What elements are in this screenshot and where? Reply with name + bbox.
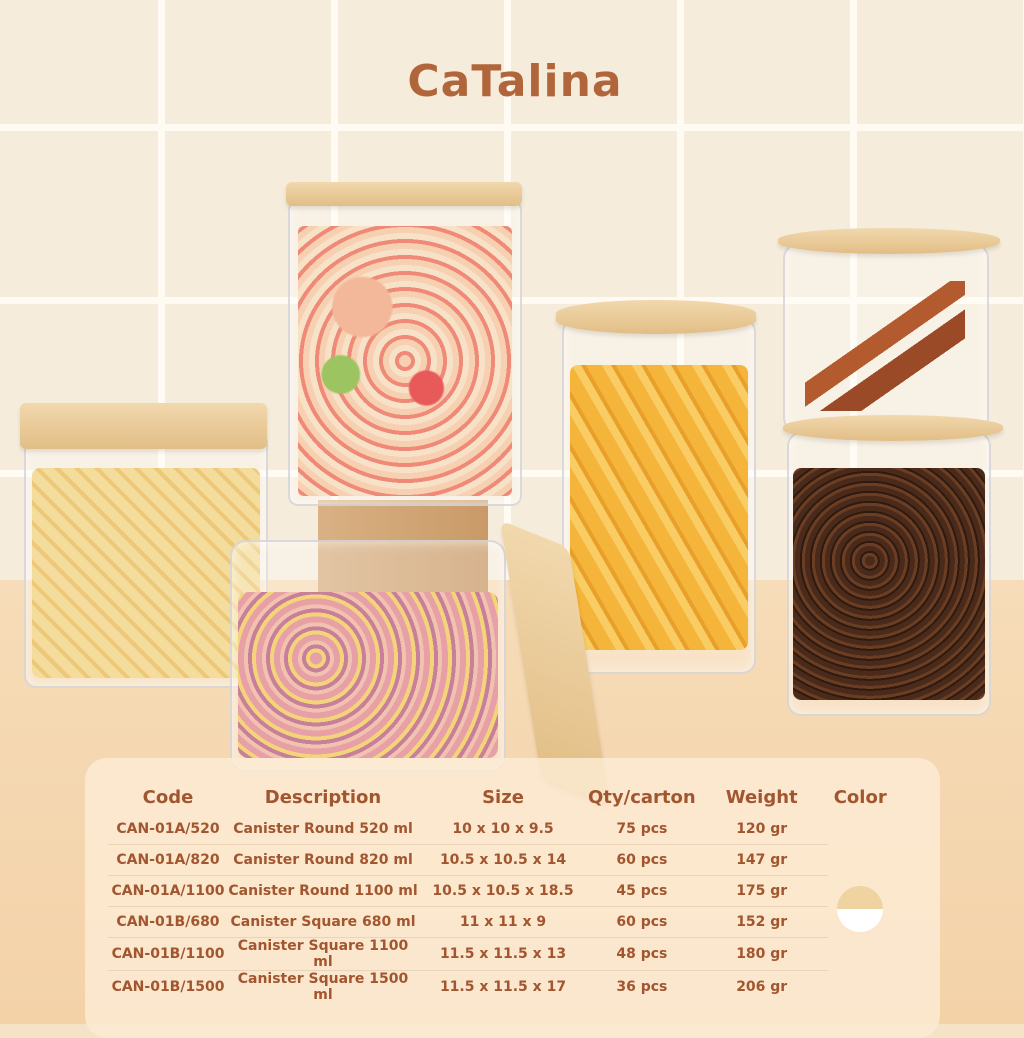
cell-size: 10.5 x 10.5 x 18.5 (418, 875, 588, 907)
cell-qty: 60 pcs (588, 844, 696, 876)
cinnamon-contents (805, 281, 965, 411)
brand-logo: CaTalina (407, 56, 623, 107)
spec-table: Code Description Size Qty/carton Weight … (108, 780, 893, 1003)
cell-qty: 60 pcs (588, 906, 696, 938)
cell-description: Canister Square 680 ml (228, 906, 418, 938)
wooden-stand (318, 500, 488, 600)
header-color: Color (833, 786, 887, 808)
cell-code: CAN-01A/820 (108, 844, 228, 876)
chips-contents (32, 468, 260, 678)
coffee-jar (787, 432, 991, 716)
table-row: CAN-01A/520 Canister Round 520 ml 10 x 1… (108, 814, 893, 932)
coffee-beans-contents (793, 468, 985, 700)
cereal-rings-contents (238, 592, 498, 758)
cell-code: CAN-01A/1100 (108, 875, 228, 907)
cell-size: 11 x 11 x 9 (418, 906, 588, 938)
cell-weight: 175 gr (695, 875, 828, 907)
cinnamon-jar (783, 244, 989, 432)
table-row: CAN-01B/1100 Canister Square 1100 ml 11.… (108, 937, 893, 971)
cell-size: 11.5 x 11.5 x 17 (439, 979, 567, 995)
cell-code: CAN-01A/520 (108, 814, 228, 845)
cell-description: Canister Round 520 ml (228, 814, 418, 845)
cell-weight: 152 gr (695, 906, 828, 938)
cell-weight: 206 gr (736, 979, 788, 995)
pasta-contents (570, 365, 748, 650)
header-description: Description (264, 786, 382, 808)
front-square-jar (230, 540, 506, 772)
cell-qty: 36 pcs (616, 979, 668, 995)
cell-description: Canister Square 1500 ml (237, 971, 409, 1003)
table-row: CAN-01A/820 Canister Round 820 ml 10.5 x… (108, 844, 893, 876)
cell-code: CAN-01B/1500 (111, 979, 225, 995)
table-row: CAN-01B/1500 Canister Square 1500 ml 11.… (108, 971, 893, 1003)
cell-qty: 45 pcs (588, 875, 696, 907)
tall-square-jar (288, 200, 522, 506)
cell-code: CAN-01B/680 (108, 906, 228, 938)
header-size: Size (482, 786, 524, 808)
header-code: Code (142, 786, 194, 808)
left-square-jar (24, 430, 268, 688)
pasta-jar-lid (556, 300, 756, 334)
cinnamon-jar-lid (778, 228, 1000, 254)
table-header-row: Code Description Size Qty/carton Weight … (108, 780, 893, 814)
popcorn-contents (298, 226, 512, 496)
cell-weight: 120 gr (695, 814, 828, 845)
cell-size: 11.5 x 11.5 x 13 (418, 937, 588, 971)
round-pasta-jar (562, 318, 756, 674)
header-weight: Weight (725, 786, 798, 808)
left-jar-lid (20, 403, 267, 449)
color-swatch-wood-white (837, 885, 884, 932)
cell-code: CAN-01B/1100 (108, 937, 228, 971)
cell-color (828, 814, 893, 1003)
cell-description: Canister Round 1100 ml (228, 875, 418, 907)
table-row: CAN-01B/680 Canister Square 680 ml 11 x … (108, 906, 893, 938)
tall-jar-lid (286, 182, 522, 206)
cell-size: 10.5 x 10.5 x 14 (418, 844, 588, 876)
cell-qty: 48 pcs (588, 937, 696, 971)
coffee-jar-lid (783, 415, 1003, 441)
cell-weight: 147 gr (695, 844, 828, 876)
header-qty: Qty/carton (588, 786, 696, 808)
table-row: CAN-01A/1100 Canister Round 1100 ml 10.5… (108, 875, 893, 907)
cell-description: Canister Round 820 ml (228, 844, 418, 876)
cell-description: Canister Square 1100 ml (228, 937, 418, 971)
cell-qty: 75 pcs (588, 814, 696, 845)
cell-weight: 180 gr (695, 937, 828, 971)
cell-size: 10 x 10 x 9.5 (418, 814, 588, 845)
